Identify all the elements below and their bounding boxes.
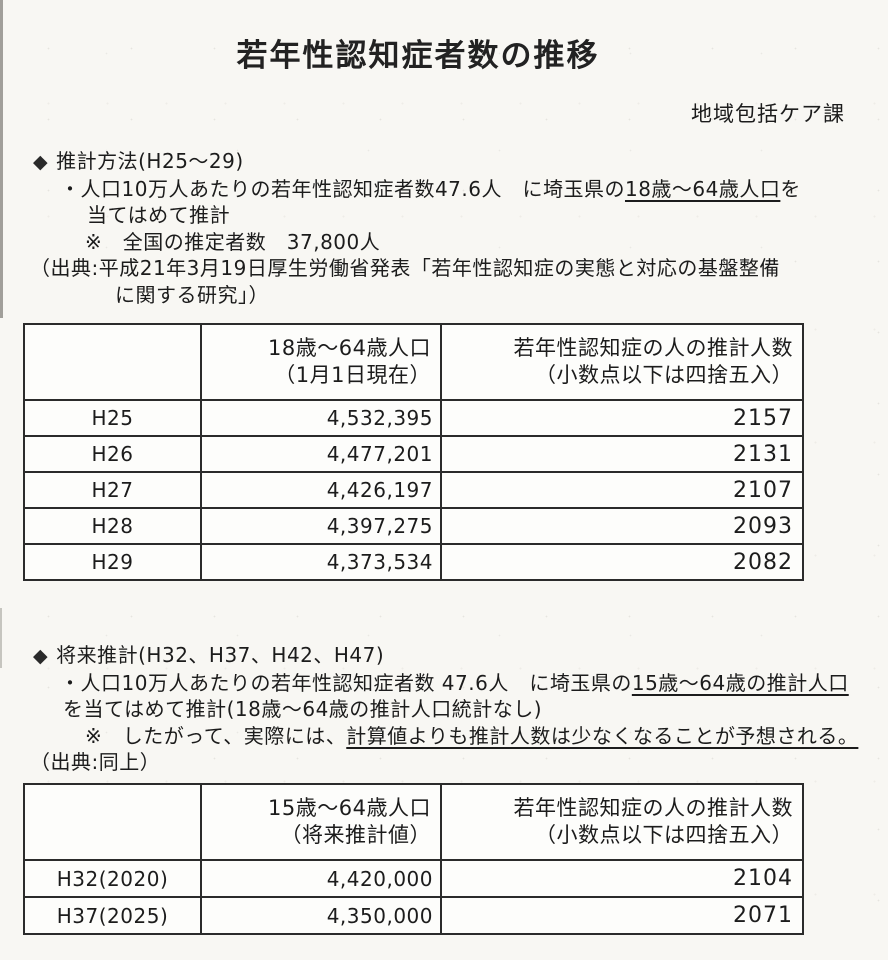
diamond-bullet-icon: ◆: [33, 151, 49, 173]
section2-heading: ◆ 将来推計(H32、H37、H42、H47): [30, 642, 870, 670]
year-cell: H26: [23, 435, 202, 473]
table1-header-estimate-cell: 若年性認知症の人の推計人数 （小数点以下は四捨五入）: [440, 323, 804, 401]
section2-line1-pre: ・人口10万人あたりの若年性認知症者数 47.6人 に埼玉県の: [60, 670, 632, 695]
table1-header-population-cell: 18歳～64歳人口 （1月1日現在）: [200, 323, 442, 401]
table-row: H32(2020) 4,420,000 2104: [23, 859, 804, 898]
table1-header-population-line2: （1月1日現在）: [274, 363, 431, 387]
year-cell: H25: [23, 399, 202, 437]
section1-heading-text: 推計方法(H25～29): [56, 149, 244, 173]
population-cell: 4,477,201: [200, 435, 442, 473]
table2-header-row: 15歳～64歳人口 （将来推計値） 若年性認知症の人の推計人数 （小数点以下は四…: [23, 783, 804, 861]
section2-line1-underline: 15歳～64歳の推計人口: [631, 670, 849, 695]
table-row: H28 4,397,275 2093: [23, 507, 804, 545]
table2-header-population-line1: 15歳～64歳人口: [268, 796, 431, 820]
year-cell: H28: [23, 507, 202, 545]
table1-header-year-cell: [23, 323, 202, 401]
table2-header-estimate-line2: （小数点以下は四捨五入）: [535, 823, 793, 847]
table-row: H25 4,532,395 2157: [23, 399, 804, 437]
section2-line2: を当てはめて推計(18歳～64歳の推計人口統計なし): [63, 697, 543, 721]
section-future-projection: ◆ 将来推計(H32、H37、H42、H47) ・人口10万人あたりの若年性認知症…: [30, 642, 870, 776]
population-cell: 4,350,000: [200, 896, 442, 935]
page-title: 若年性認知症者数の推移: [236, 38, 600, 74]
section2-note-underline: 計算値よりも推計人数は少なくなることが予想される。: [346, 723, 859, 748]
table-row: H37(2025) 4,350,000 2071: [23, 896, 804, 935]
population-cell: 4,532,395: [200, 399, 442, 437]
estimate-cell: 2071: [440, 896, 804, 935]
section2-note: ※ したがって、実際には、計算値よりも推計人数は少なくなることが予想される。: [30, 723, 870, 750]
estimate-cell: 2131: [440, 435, 804, 473]
table2-header-population-cell: 15歳～64歳人口 （将来推計値）: [200, 783, 442, 861]
section1-source-line2: に関する研究」）: [115, 282, 269, 307]
section2-note-pre: ※ したがって、実際には、: [85, 723, 347, 748]
table2-header-estimate-line1: 若年性認知症の人の推計人数: [513, 796, 793, 820]
estimate-cell: 2107: [440, 471, 804, 509]
table1-header-estimate-line2: （小数点以下は四捨五入）: [535, 363, 793, 387]
table1-header-population-line1: 18歳～64歳人口: [268, 336, 431, 360]
section1-line1-pre: ・人口10万人あたりの若年性認知症者数47.6人 に埼玉県の: [60, 176, 625, 201]
section1-line1: ・人口10万人あたりの若年性認知症者数47.6人 に埼玉県の18歳～64歳人口を: [30, 176, 870, 203]
table-row: H27 4,426,197 2107: [23, 471, 804, 509]
diamond-bullet-icon: ◆: [33, 645, 49, 667]
department-label: 地域包括ケア課: [691, 102, 845, 126]
estimate-cell: 2157: [440, 399, 804, 437]
table-row: H29 4,373,534 2082: [23, 543, 804, 581]
table2-header-year-cell: [23, 783, 202, 861]
section1-heading: ◆ 推計方法(H25～29): [30, 148, 870, 176]
section1-line1-underline: 18歳～64歳人口: [624, 176, 781, 201]
year-cell: H27: [23, 471, 202, 509]
section1-line1-post: を: [780, 176, 801, 201]
year-cell: H37(2025): [23, 896, 202, 935]
section2-source: （出典:同上）: [30, 750, 161, 774]
table1-header-estimate-line1: 若年性認知症の人の推計人数: [513, 336, 793, 360]
section2-heading-text: 将来推計(H32、H37、H42、H47): [56, 643, 385, 667]
year-cell: H29: [23, 543, 202, 581]
table1-header-row: 18歳～64歳人口 （1月1日現在） 若年性認知症の人の推計人数 （小数点以下は…: [23, 323, 804, 401]
population-cell: 4,420,000: [200, 859, 442, 898]
section1-line2: 当てはめて推計: [87, 203, 231, 227]
section1-note: ※ 全国の推定者数 37,800人: [85, 229, 381, 254]
table-row: H26 4,477,201 2131: [23, 435, 804, 473]
table-future-projection: 15歳～64歳人口 （将来推計値） 若年性認知症の人の推計人数 （小数点以下は四…: [23, 783, 804, 935]
population-cell: 4,373,534: [200, 543, 442, 581]
population-cell: 4,397,275: [200, 507, 442, 545]
scan-edge-artifact: [0, 0, 3, 318]
table2-header-estimate-cell: 若年性認知症の人の推計人数 （小数点以下は四捨五入）: [440, 783, 804, 861]
table-h25-h29: 18歳～64歳人口 （1月1日現在） 若年性認知症の人の推計人数 （小数点以下は…: [23, 323, 804, 581]
scan-edge-artifact: [0, 608, 2, 668]
section2-line1: ・人口10万人あたりの若年性認知症者数 47.6人 に埼玉県の15歳～64歳の推…: [30, 670, 870, 697]
section1-source-line1: （出典:平成21年3月19日厚生労働省発表「若年性認知症の実態と対応の基盤整備: [30, 256, 780, 280]
year-cell: H32(2020): [23, 859, 202, 898]
estimate-cell: 2104: [440, 859, 804, 898]
population-cell: 4,426,197: [200, 471, 442, 509]
table2-header-population-line2: （将来推計値）: [280, 823, 431, 847]
estimate-cell: 2093: [440, 507, 804, 545]
estimate-cell: 2082: [440, 543, 804, 581]
section-estimation-method: ◆ 推計方法(H25～29) ・人口10万人あたりの若年性認知症者数47.6人 に…: [30, 148, 870, 308]
